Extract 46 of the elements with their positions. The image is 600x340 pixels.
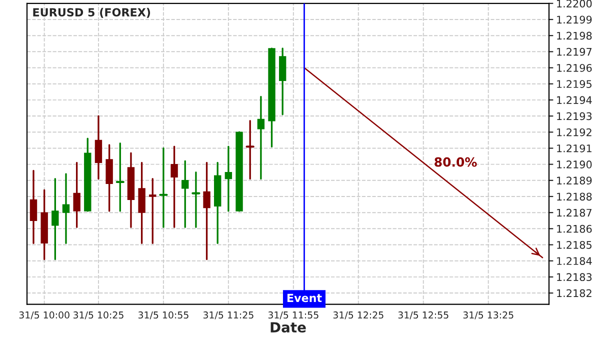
x-tick-label: 31/5 10:55 [138,311,188,320]
candlestick [182,160,189,228]
y-tick-label: 1.2199 [557,16,592,24]
y-tick-label: 1.2185 [557,240,592,249]
candlestick [94,115,102,180]
candlestick [52,178,59,260]
chart-title: EURUSD 5 (FOREX) [33,8,150,18]
candlestick [224,146,232,212]
y-tick-label: 1.2193 [557,112,592,120]
y-tick-label: 1.2184 [557,257,592,265]
ref-line-label: Event [287,294,322,302]
candlestick [62,173,70,244]
y-tick-label: 1.2188 [557,192,592,201]
y-tick-label: 1.2183 [557,273,592,282]
y-tick-label: 1.2195 [557,80,592,88]
x-tick-label: 31/5 11:25 [203,311,254,320]
y-tick-label: 1.2194 [557,96,592,104]
y-tick-label: 1.2182 [557,289,592,298]
y-tick-label: 1.2191 [557,144,592,152]
y-tick-label: 1.2200 [557,0,592,8]
candlestick [73,162,80,228]
x-tick-label: 31/5 11:55 [268,311,318,320]
y-tick-label: 1.2190 [557,160,592,168]
y-tick-label: 1.2189 [557,176,592,185]
y-tick-label: 1.2187 [557,208,592,217]
candlestick [246,120,254,180]
y-tick-label: 1.2186 [557,224,592,233]
y-tick-label: 1.2198 [557,32,592,40]
x-tick-label: 31/5 12:55 [398,311,448,320]
candlestick [30,170,38,244]
candlestick [203,162,210,260]
y-tick-label: 1.2192 [557,128,592,136]
candlestick [116,142,124,212]
candlestick [159,147,168,228]
x-axis-title: Date [270,322,306,333]
x-tick-label: 31/5 10:25 [73,311,124,320]
candlestick [192,172,200,228]
y-tick-label: 1.2196 [557,64,592,72]
x-tick-label: 31/5 12:25 [333,311,384,320]
x-tick-label: 31/5 13:25 [463,311,514,320]
x-tick-label: 31/5 10:00 [19,311,70,320]
candlestick [170,146,178,228]
candlestick [257,96,265,180]
y-tick-label: 1.2197 [557,48,592,56]
candlestick [149,178,156,244]
annotation: 80.0% [434,157,477,167]
